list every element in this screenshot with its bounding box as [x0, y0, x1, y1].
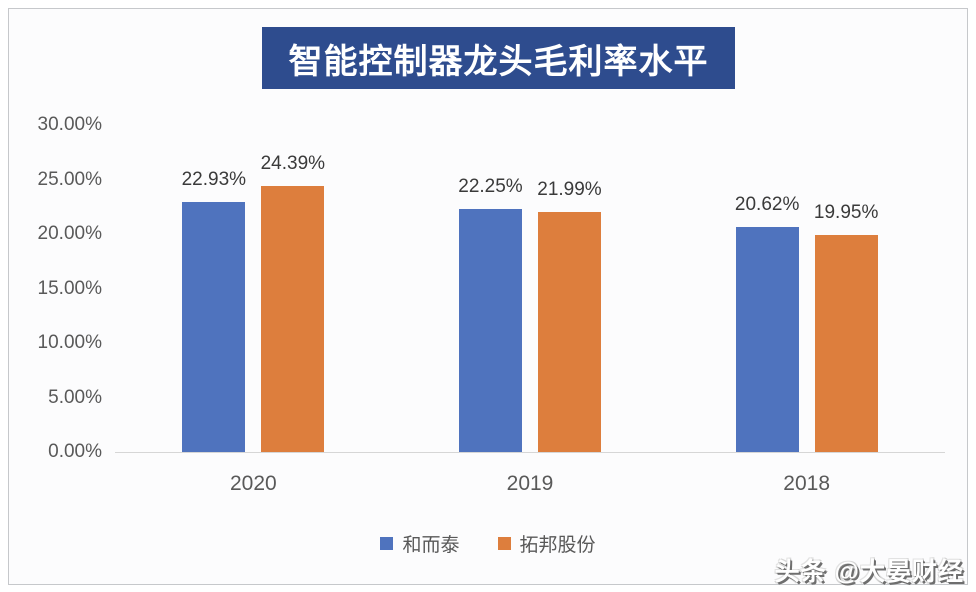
legend-swatch: [497, 536, 511, 550]
y-axis-tick-label: 10.00%: [37, 332, 102, 353]
y-axis-tick-label: 0.00%: [48, 441, 102, 462]
y-axis-tick-label: 25.00%: [37, 168, 102, 190]
y-axis-tick-label: 15.00%: [37, 277, 102, 299]
data-label-和而泰-2018: 20.62%: [734, 194, 800, 216]
data-label-拓邦股份-2018: 19.95%: [813, 201, 879, 223]
legend-label: 和而泰: [402, 534, 460, 556]
data-label-拓邦股份-2020: 24.39%: [260, 153, 326, 175]
y-axis-tick-label: 20.00%: [37, 223, 102, 244]
watermark: 头条 @大晏财经: [774, 558, 964, 586]
legend-item-拓邦股份: 拓邦股份: [497, 530, 596, 557]
bar-拓邦股份-2020: [261, 186, 325, 452]
x-axis-label-2019: 2019: [506, 472, 554, 495]
bar-和而泰-2020: [182, 202, 246, 452]
legend-label: 拓邦股份: [519, 534, 596, 556]
legend-item-和而泰: 和而泰: [380, 530, 460, 557]
data-label-拓邦股份-2019: 21.99%: [537, 179, 602, 201]
data-label-和而泰-2019: 22.25%: [458, 176, 523, 198]
x-axis-line: [115, 452, 945, 453]
bar-和而泰-2018: [735, 227, 799, 452]
chart-title: 智能控制器龙头毛利率水平: [262, 27, 735, 89]
legend-swatch: [380, 536, 394, 550]
bar-和而泰-2019: [459, 209, 522, 452]
data-label-和而泰-2020: 22.93%: [181, 169, 247, 191]
bar-拓邦股份-2019: [538, 212, 601, 452]
x-axis-label-2018: 2018: [783, 472, 831, 495]
x-axis-label-2020: 2020: [229, 472, 277, 495]
bar-拓邦股份-2018: [814, 234, 878, 452]
legend: 和而泰 拓邦股份: [0, 530, 976, 556]
y-axis-tick-label: 30.00%: [37, 114, 102, 135]
y-axis-tick-label: 5.00%: [48, 386, 102, 408]
